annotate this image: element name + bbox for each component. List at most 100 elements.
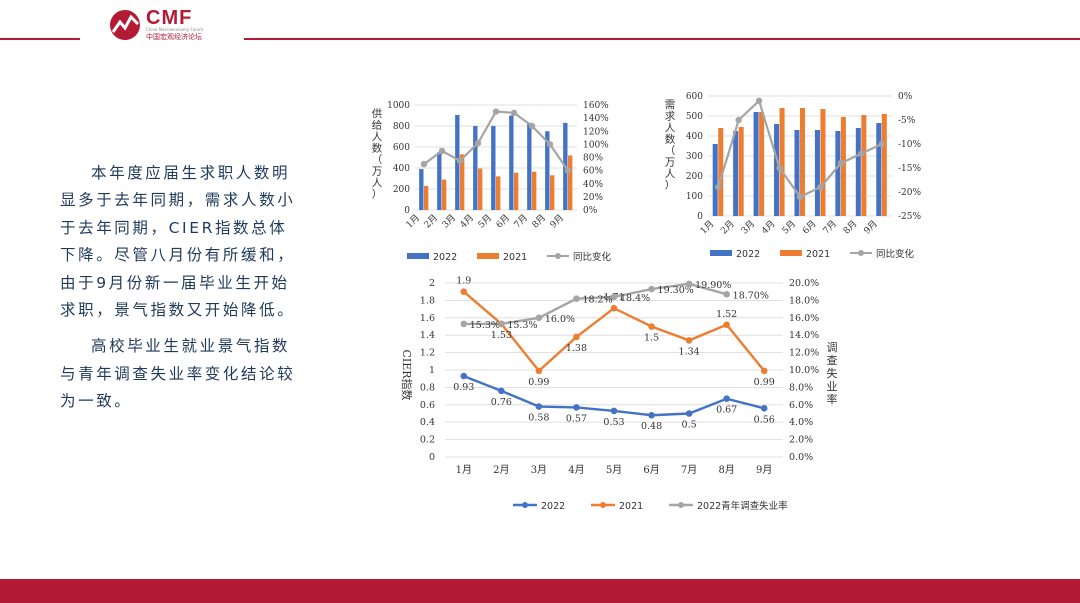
demand-chart: 0 100 200 300 400 500 600 -25% -20% -15% -10% -5% 0%… bbox=[665, 92, 922, 260]
y-axis-label-char: ） bbox=[665, 180, 676, 192]
y2-tick-label: 6.0% bbox=[789, 400, 813, 411]
yoy-change-point bbox=[776, 164, 783, 172]
y2-tick-label: 10.0% bbox=[789, 365, 819, 376]
y-tick-label: 400 bbox=[393, 164, 410, 174]
bar-2021-4月 bbox=[779, 108, 785, 216]
legend-marker-2022青年调查失业率 bbox=[678, 502, 684, 508]
y-axis-label-char: ） bbox=[372, 189, 383, 201]
yoy-change-point bbox=[474, 139, 482, 147]
y-axis-label: CIER指数 bbox=[400, 349, 414, 400]
point-2022青年调查失业率 bbox=[610, 293, 618, 301]
line-series-2022青年调查失业率 bbox=[463, 282, 727, 326]
bar-2022-5月 bbox=[491, 126, 496, 210]
bar-2022-1月 bbox=[419, 169, 424, 210]
yoy-change-point bbox=[492, 108, 500, 115]
point-2021 bbox=[685, 337, 693, 344]
data-label-2022: 0.58 bbox=[528, 413, 549, 424]
y-tick-label: 100 bbox=[686, 192, 703, 202]
y-tick-label: 200 bbox=[393, 185, 410, 195]
cmf-logo: CMF China Macroeconomy Forum 中国宏观经济论坛 bbox=[108, 7, 228, 44]
point-2022 bbox=[460, 372, 468, 380]
point-2022 bbox=[535, 403, 543, 410]
yoy-change-point bbox=[456, 157, 464, 164]
point-2021 bbox=[573, 333, 580, 341]
bar-2021-1月 bbox=[424, 185, 429, 210]
bar-2021-2月 bbox=[442, 179, 447, 210]
header-line-left bbox=[0, 38, 80, 40]
yoy-change-point bbox=[510, 109, 518, 117]
header-line-right bbox=[244, 38, 1080, 40]
data-label-2022青年调查失业率: 18.4% bbox=[620, 293, 650, 304]
x-tick-label: 9月 bbox=[756, 464, 772, 476]
y2-tick-label: 2.0% bbox=[789, 435, 813, 446]
data-label-2022青年调查失业率: 19.90% bbox=[695, 280, 731, 291]
data-label-2021: 1.52 bbox=[716, 309, 737, 320]
y2-tick-label: 140% bbox=[583, 114, 609, 124]
y-tick-label: 800 bbox=[393, 122, 410, 132]
y-axis-label-char: 求 bbox=[665, 111, 676, 123]
y-axis-label-char: 需 bbox=[665, 99, 676, 111]
x-tick-label: 6月 bbox=[800, 218, 818, 236]
bar-2021-9月 bbox=[881, 114, 887, 216]
y2-tick-label: -15% bbox=[898, 164, 921, 174]
x-tick-label: 3月 bbox=[440, 212, 458, 230]
point-2022青年调查失业率 bbox=[498, 320, 505, 328]
y2-axis-label-char: 率 bbox=[827, 392, 838, 406]
data-label-2021: 1.5 bbox=[644, 333, 659, 344]
y2-axis-label-char: 业 bbox=[827, 380, 838, 393]
yoy-change-point bbox=[715, 184, 722, 191]
y2-tick-label: 4.0% bbox=[789, 417, 813, 428]
point-2022 bbox=[498, 387, 505, 395]
data-label-2022: 0.53 bbox=[603, 417, 624, 428]
x-tick-label: 2月 bbox=[493, 464, 509, 476]
data-label-2021: 1.53 bbox=[491, 330, 512, 341]
footer-bar bbox=[0, 579, 1080, 603]
point-2022青年调查失业率 bbox=[723, 291, 730, 298]
yoy-change-point bbox=[564, 167, 572, 174]
x-tick-label: 2月 bbox=[719, 218, 737, 236]
y-tick-label: 600 bbox=[393, 143, 410, 153]
legend: 2022 2021 2022青年调查失业率 bbox=[513, 500, 788, 512]
point-2022青年调查失业率 bbox=[648, 285, 655, 293]
supply-chart: 0 200 400 600 800 1000 0% 20% 40% 60% 80% 100% 120% 1… bbox=[372, 101, 612, 263]
legend: 2022 2021 同比变化 bbox=[710, 248, 915, 260]
bar-2021-3月 bbox=[759, 112, 765, 216]
x-tick-label: 7月 bbox=[821, 218, 839, 236]
x-tick-label: 4月 bbox=[759, 218, 777, 236]
x-tick-label: 4月 bbox=[568, 464, 584, 476]
point-2022 bbox=[685, 410, 693, 417]
bar-2021-8月 bbox=[861, 115, 867, 216]
legend-swatch-2021 bbox=[477, 253, 499, 259]
legend-label: 2022 bbox=[736, 249, 760, 260]
legend-marker bbox=[858, 250, 864, 256]
data-label-2022青年调查失业率: 18.2% bbox=[582, 295, 612, 306]
legend-marker-2021 bbox=[600, 502, 606, 508]
x-tick-label: 8月 bbox=[841, 218, 859, 236]
point-2022青年调查失业率 bbox=[460, 320, 468, 328]
y-axis-label-char: 万 bbox=[665, 157, 676, 169]
y-axis-label-char: 人 bbox=[372, 131, 383, 143]
legend-swatch-2022 bbox=[407, 253, 429, 259]
y2-axis-label-char: 调 bbox=[827, 341, 838, 354]
point-2022 bbox=[760, 404, 768, 412]
data-label-2022青年调查失业率: 15.3% bbox=[507, 320, 537, 331]
bar-2022-8月 bbox=[545, 131, 550, 210]
bar-2022-7月 bbox=[527, 122, 532, 210]
y-tick-label: 300 bbox=[686, 152, 703, 162]
y-tick-label: 1.4 bbox=[420, 330, 435, 341]
x-tick-label: 4月 bbox=[458, 212, 476, 230]
y-tick-label: 1000 bbox=[387, 101, 410, 111]
y2-tick-label: 20% bbox=[583, 193, 603, 203]
y2-tick-label: 8.0% bbox=[789, 382, 813, 393]
y-tick-label: 0.8 bbox=[420, 382, 435, 393]
legend-label: 同比变化 bbox=[876, 248, 915, 260]
legend-label: 2022 bbox=[541, 501, 565, 512]
yoy-change-point bbox=[420, 160, 428, 168]
y-tick-label: 500 bbox=[686, 112, 703, 122]
bar-2021-1月 bbox=[718, 128, 724, 216]
data-label-2022青年调查失业率: 15.3% bbox=[470, 320, 500, 331]
bar-2021-6月 bbox=[820, 109, 826, 216]
yoy-change-point bbox=[858, 150, 865, 157]
point-2022 bbox=[573, 404, 580, 411]
y-tick-label: 0.6 bbox=[420, 400, 435, 411]
